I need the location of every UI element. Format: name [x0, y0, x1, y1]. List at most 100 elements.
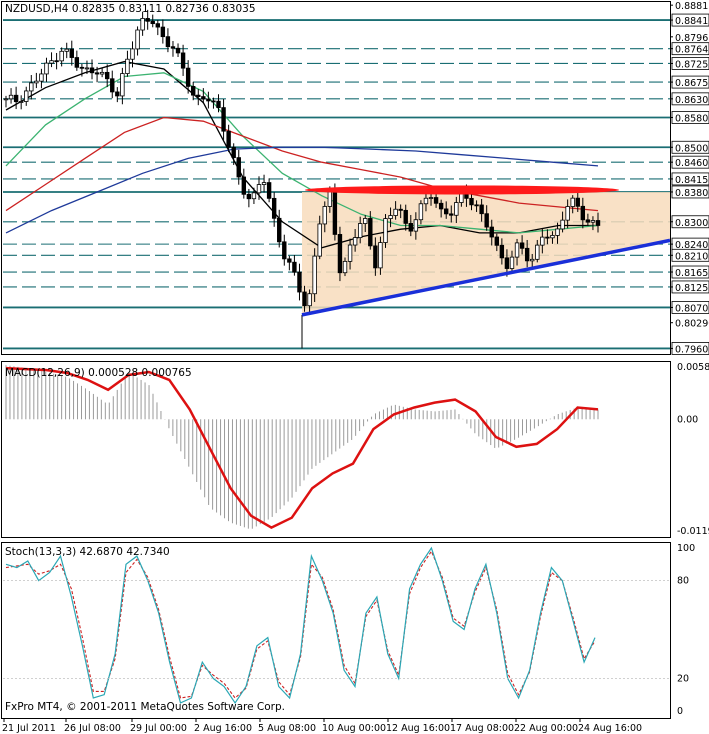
candle-body	[423, 197, 429, 205]
candle-body	[216, 100, 221, 108]
price-label: 0.81651	[675, 268, 709, 279]
candle-body	[49, 60, 54, 64]
candle-body	[3, 98, 9, 101]
price-label: 0.88815	[675, 1, 709, 12]
candle-body	[499, 244, 505, 259]
candle-body	[297, 271, 302, 293]
candle-body	[363, 218, 368, 224]
macd-scale-label: 0.00582	[677, 362, 709, 373]
candle-body	[352, 237, 358, 246]
candle-body	[347, 244, 353, 262]
candle-body	[302, 291, 307, 307]
time-label: 29 Jul 00:00	[130, 723, 187, 734]
candle-body	[271, 197, 277, 219]
shaded-triangle-zone	[302, 191, 670, 315]
time-label: 26 Jul 08:00	[64, 723, 121, 734]
candle-body	[393, 208, 398, 216]
candle-body	[211, 100, 216, 103]
candle-body	[509, 256, 515, 269]
candle-body	[388, 215, 393, 220]
candle-body	[79, 66, 85, 69]
footer-text: FxPro MT4, © 2001-2011 MetaQuotes Softwa…	[5, 701, 285, 713]
candle-body	[140, 18, 145, 31]
candle-body	[110, 78, 115, 93]
candle-body	[540, 236, 545, 246]
time-label: 12 Aug 16:00	[386, 723, 450, 734]
candle-body	[368, 218, 373, 247]
candle-body	[524, 247, 530, 262]
candle-body	[130, 48, 135, 60]
candle-body	[519, 242, 525, 249]
price-label: 0.87647	[675, 45, 709, 56]
candle-body	[18, 101, 24, 103]
candle-body	[69, 48, 74, 58]
resistance-ellipse	[305, 185, 619, 195]
candle-body	[185, 67, 191, 87]
candle-body	[120, 73, 125, 97]
moving-average-line	[5, 116, 599, 212]
candle-body	[261, 182, 267, 185]
candle-body	[484, 213, 489, 228]
main-title: NZDUSD,H4 0.82835 0.83111 0.82736 0.8303…	[5, 3, 256, 15]
candle-body	[135, 29, 140, 50]
candle-body	[99, 71, 105, 75]
candle-body	[580, 205, 586, 221]
candle-body	[145, 18, 150, 22]
candle-body	[413, 219, 419, 232]
candle-body	[489, 226, 494, 238]
candle-body	[231, 146, 236, 159]
candle-body	[84, 67, 90, 70]
macd-title: MACD(12,26,9) 0.000528 0.000765	[5, 367, 192, 379]
candle-body	[34, 80, 39, 84]
candle-body	[342, 260, 348, 274]
price-label: 0.87965	[675, 33, 709, 44]
candle-body	[241, 176, 247, 195]
candle-body	[514, 242, 520, 258]
candle-body	[104, 71, 110, 80]
time-label: 5 Aug 08:00	[258, 723, 316, 734]
stoch-title: Stoch(13,3,3) 42.6870 42.7340	[5, 546, 170, 558]
time-label: 24 Aug 16:00	[578, 723, 642, 734]
macd-scale-label: 0.00	[677, 414, 698, 425]
time-axis: 21 Jul 2011 26 Jul 08:00 29 Jul 00:00 2 Aug…	[2, 718, 642, 734]
candle-body	[39, 73, 44, 82]
candle-body	[504, 257, 510, 269]
candle-body	[150, 20, 155, 25]
candle-body	[221, 107, 226, 132]
candle-body	[287, 258, 292, 263]
macd-scale-label: -0.01196	[677, 526, 709, 537]
candle-body	[474, 204, 479, 207]
stoch-scale-label: 80	[677, 576, 689, 587]
stoch-signal-line	[5, 550, 596, 699]
candle-body	[570, 197, 575, 207]
candle-body	[555, 228, 560, 236]
candle-body	[115, 91, 120, 97]
candle-body	[29, 82, 34, 92]
candle-body	[292, 261, 297, 273]
candle-body	[550, 235, 555, 239]
candle-body	[454, 202, 459, 216]
candle-body	[246, 193, 252, 200]
candle-body	[206, 98, 211, 102]
candle-body	[398, 208, 403, 211]
candle-body	[433, 197, 439, 204]
candle-body	[332, 191, 338, 235]
candle-body	[373, 245, 378, 269]
candle-body	[444, 208, 449, 215]
candle-body	[44, 62, 49, 75]
candle-body	[59, 50, 64, 62]
moving-average-line	[5, 146, 599, 234]
candle-body	[196, 94, 201, 97]
candle-body	[535, 244, 540, 260]
candle-body	[479, 204, 484, 215]
